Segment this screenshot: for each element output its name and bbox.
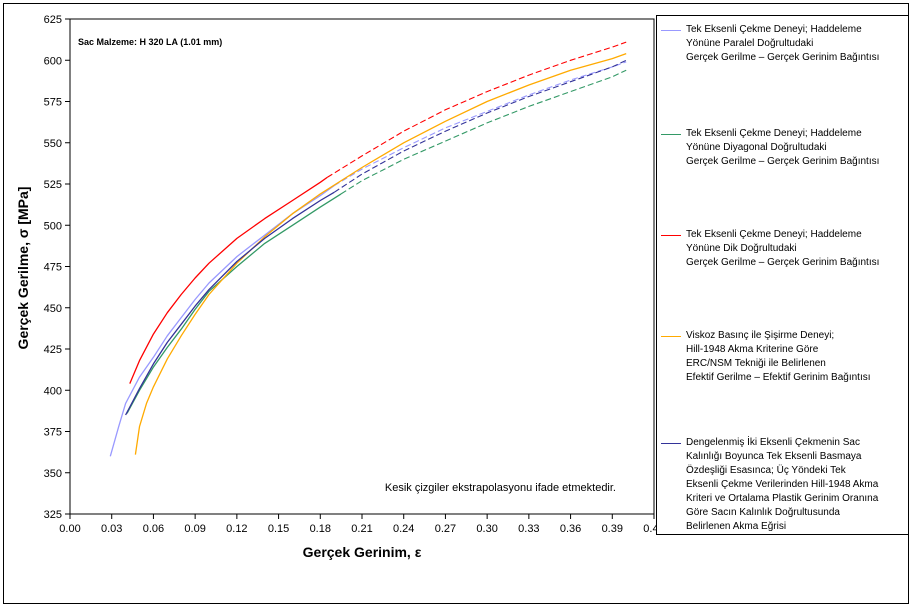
legend-label: Tek Eksenli Çekme Deneyi; Haddeleme Yönü…: [686, 229, 880, 268]
legend-swatch: [661, 443, 681, 444]
series-line-5: [125, 191, 335, 416]
x-tick-label: 0.18: [310, 523, 331, 535]
legend-label: Tek Eksenli Çekme Deneyi; Haddeleme Yönü…: [686, 24, 880, 63]
x-tick-label: 0.21: [351, 523, 372, 535]
x-tick-label: 0.00: [59, 523, 80, 535]
extrapolation-note: Kesik çizgiler ekstrapolasyonu ifade etm…: [385, 482, 616, 494]
x-tick-label: 0.39: [602, 523, 623, 535]
y-tick-label: 500: [44, 220, 62, 232]
legend-label: Viskoz Basınç ile Şişirme Deneyi; Hill-1…: [686, 330, 871, 383]
series-line-4: [134, 52, 627, 455]
series-line-3: [129, 176, 328, 384]
plot-area: [69, 18, 655, 515]
y-tick-label: 375: [44, 427, 62, 439]
x-tick-label: 0.27: [435, 523, 456, 535]
legend-label: Dengelenmiş İki Eksenli Çekmenin Sac Kal…: [686, 437, 879, 532]
legend: Tek Eksenli Çekme Deneyi; Haddeleme Yönü…: [656, 15, 909, 535]
x-tick-label: 0.24: [393, 523, 414, 535]
series-line-2: [126, 193, 342, 414]
y-tick-label: 600: [44, 55, 62, 67]
legend-label: Tek Eksenli Çekme Deneyi; Haddeleme Yönü…: [686, 128, 880, 167]
x-tick-label: 0.33: [518, 523, 539, 535]
series-extrapolation-5: [333, 59, 627, 193]
x-axis-ticks: 0.00 0.03 0.06 0.09 0.12 0.15 0.18 0.21 0.24 0.27…: [59, 514, 665, 535]
y-axis-ticks: 325 350 375 400 425 450 475 500 525 550 575 600 625: [44, 14, 70, 521]
x-tick-label: 0.03: [101, 523, 122, 535]
legend-swatch: [661, 235, 681, 236]
x-tick-label: 0.09: [184, 523, 205, 535]
y-tick-label: 350: [44, 468, 62, 480]
series-extrapolation-3: [326, 41, 627, 178]
y-tick-label: 525: [44, 179, 62, 191]
x-tick-label: 0.36: [560, 523, 581, 535]
y-tick-label: 575: [44, 97, 62, 109]
y-tick-label: 325: [44, 509, 62, 521]
y-tick-label: 475: [44, 262, 62, 274]
x-axis-title: Gerçek Gerinim, ε: [303, 544, 422, 560]
y-tick-label: 400: [44, 385, 62, 397]
series-extrapolation-2: [340, 69, 627, 195]
x-tick-label: 0.30: [476, 523, 497, 535]
legend-swatch: [661, 134, 681, 135]
material-label: Sac Malzeme: H 320 LA (1.01 mm): [78, 37, 222, 47]
x-tick-label: 0.12: [226, 523, 247, 535]
y-tick-label: 625: [44, 14, 62, 26]
legend-swatch: [661, 336, 681, 337]
series-layer: [109, 41, 627, 457]
x-tick-label: 0.06: [143, 523, 164, 535]
x-tick-label: 0.15: [268, 523, 289, 535]
y-tick-label: 550: [44, 138, 62, 150]
legend-swatch: [661, 30, 681, 31]
y-axis-title: Gerçek Gerilme, σ [MPa]: [15, 187, 31, 350]
y-tick-label: 450: [44, 303, 62, 315]
y-tick-label: 425: [44, 344, 62, 356]
